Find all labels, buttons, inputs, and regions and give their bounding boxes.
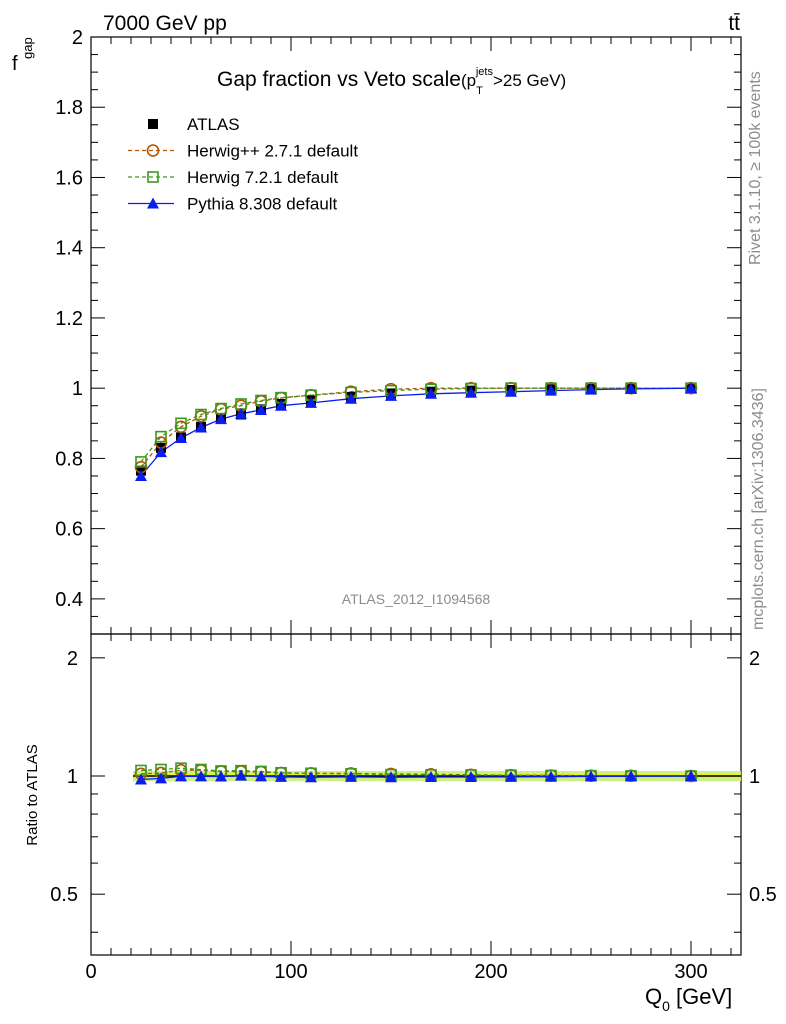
y-tick-label: 1: [72, 378, 83, 400]
xlabel-unit: [GeV]: [670, 984, 732, 1009]
point-pythia-8-308-default: [275, 399, 287, 411]
title-sup: jets: [475, 66, 494, 78]
point-pythia-8-308-default: [175, 432, 187, 444]
point-herwig-7-2-1-default: [135, 456, 147, 468]
point-pythia-8-308-default: [625, 382, 637, 394]
top-ylabel: f: [12, 53, 18, 75]
point-pythia-8-308-default: [425, 387, 437, 399]
ratio-point-pythia-8-308-default: [255, 770, 267, 782]
ratio-point-pythia-8-308-default: [685, 770, 697, 782]
point-pythia-8-308-default: [545, 384, 557, 396]
point-herwig-7-2-1-default: [155, 430, 167, 443]
ratio-point-pythia-8-308-default: [275, 770, 287, 782]
ratio-point-pythia-8-308-default: [195, 770, 207, 782]
y-tick-label: 0.6: [55, 519, 83, 541]
top-ylabel-sub: gap: [20, 37, 35, 59]
point-pythia-8-308-default: [505, 385, 517, 397]
ratio-point-pythia-8-308-default: [625, 770, 637, 782]
legend-marker-herwig-2-7-1-default: [146, 144, 160, 157]
point-pythia-8-308-default: [585, 383, 597, 395]
ratio-frame: [90, 633, 742, 956]
point-pythia-8-308-default: [255, 403, 267, 415]
legend: ATLAS Herwig++ 2.7.1 default Herwig 7.2.1 …: [128, 115, 358, 214]
point-pythia-8-308-default: [685, 382, 697, 394]
title-sub: T: [476, 85, 483, 97]
ratio-point-pythia-8-308-default: [235, 769, 247, 781]
legend-label-pythia-8-308-default: Pythia 8.308 default: [187, 195, 338, 214]
ratio-point-pythia-8-308-default: [585, 770, 597, 782]
ratio-y-tick-label: 1: [749, 766, 760, 788]
title-paren: (p: [461, 71, 476, 90]
ratio-line-herwig-7-2-1-default: [140, 767, 692, 777]
ratio-point-pythia-8-308-default: [155, 772, 167, 784]
main-plot-marks: [134, 381, 698, 481]
ratio-point-pythia-8-308-default: [215, 770, 227, 782]
y-tick-label: 1.8: [55, 97, 83, 119]
legend-marker-herwig-7-2-1-default: [147, 171, 159, 183]
point-pythia-8-308-default: [345, 392, 357, 404]
point-pythia-8-308-default: [215, 413, 227, 425]
point-herwig-7-2-1-default: [195, 408, 207, 421]
y-tick-label: 0.4: [55, 589, 83, 611]
point-pythia-8-308-default: [305, 396, 317, 408]
ratio-y-tick-label: 0.5: [50, 884, 78, 906]
xlabel-main: Q: [645, 984, 662, 1009]
title-tail: >25 GeV): [493, 71, 566, 90]
legend-label-atlas: ATLAS: [187, 115, 240, 134]
plot-title: Gap fraction vs Veto scale(pTjets>25 GeV…: [217, 66, 566, 97]
main-panel: 0.4 0.6 0.8 1 1.2 1.4 1.6 1.8 2: [55, 27, 742, 635]
ratio-y-tick-label: 2: [67, 648, 78, 670]
series-line-pythia-8-308-default: [140, 387, 692, 477]
top-ylabel-main: f: [12, 53, 18, 75]
y-tick-label: 1.6: [55, 167, 83, 189]
point-pythia-8-308-default: [155, 446, 167, 458]
point-pythia-8-308-default: [135, 469, 147, 481]
ratio-point-pythia-8-308-default: [175, 770, 187, 782]
xlabel: Q0 [GeV]: [645, 984, 732, 1014]
ratio-point-pythia-8-308-default: [385, 771, 397, 783]
ratio-point-pythia-8-308-default: [545, 770, 557, 782]
ratio-ylabel: Ratio to ATLAS: [24, 744, 41, 845]
rivet-label: Rivet 3.1.10, ≥ 100k events: [747, 71, 764, 265]
point-pythia-8-308-default: [465, 386, 477, 398]
mcplots-label: mcplots.cern.ch [arXiv:1306.3436]: [750, 388, 767, 630]
point-pythia-8-308-default: [195, 421, 207, 433]
ratio-y-tick-label: 0.5: [749, 884, 777, 906]
ratio-point-pythia-8-308-default: [465, 771, 477, 783]
ratio-point-pythia-8-308-default: [505, 770, 517, 782]
process-label: tt̄: [728, 12, 740, 35]
point-pythia-8-308-default: [385, 389, 397, 401]
title-main: Gap fraction vs Veto scale: [217, 68, 461, 91]
point-pythia-8-308-default: [235, 407, 247, 419]
ratio-line-pythia-8-308-default: [140, 775, 692, 781]
x-tick-label: 200: [474, 961, 507, 983]
ratio-point-pythia-8-308-default: [305, 771, 317, 783]
analysis-watermark: ATLAS_2012_I1094568: [342, 591, 491, 607]
legend-label-herwig-2-7-1-default: Herwig++ 2.7.1 default: [187, 142, 358, 161]
ratio-panel: 0 100 200 300 0.5 0.5 1 1 2 2: [50, 633, 777, 983]
ratio-y-tick-label: 2: [749, 648, 760, 670]
ratio-point-pythia-8-308-default: [345, 770, 357, 782]
series-line-herwig-7-2-1-default: [140, 387, 691, 463]
legend-marker-pythia-8-308-default: [147, 197, 159, 209]
ratio-y-tick-label: 1: [67, 766, 78, 788]
ratio-plot-marks: [133, 762, 741, 785]
ratio-point-pythia-8-308-default: [135, 773, 147, 785]
x-tick-label: 100: [274, 961, 307, 983]
y-tick-label: 1.4: [55, 238, 83, 260]
y-tick-label: 1.2: [55, 308, 83, 330]
point-herwig-7-2-1-default: [175, 417, 187, 430]
series-line-herwig-2-7-1-default: [140, 387, 691, 468]
legend-marker-atlas: [148, 119, 158, 129]
ratio-point-pythia-8-308-default: [425, 771, 437, 783]
legend-label-herwig-7-2-1-default: Herwig 7.2.1 default: [187, 168, 338, 187]
x-tick-label: 300: [674, 961, 707, 983]
xlabel-sub: 0: [662, 998, 670, 1014]
y-tick-label: 0.8: [55, 448, 83, 470]
energy-label: 7000 GeV pp: [103, 12, 227, 35]
y-tick-label: 2: [72, 27, 83, 49]
x-tick-label: 0: [85, 961, 96, 983]
